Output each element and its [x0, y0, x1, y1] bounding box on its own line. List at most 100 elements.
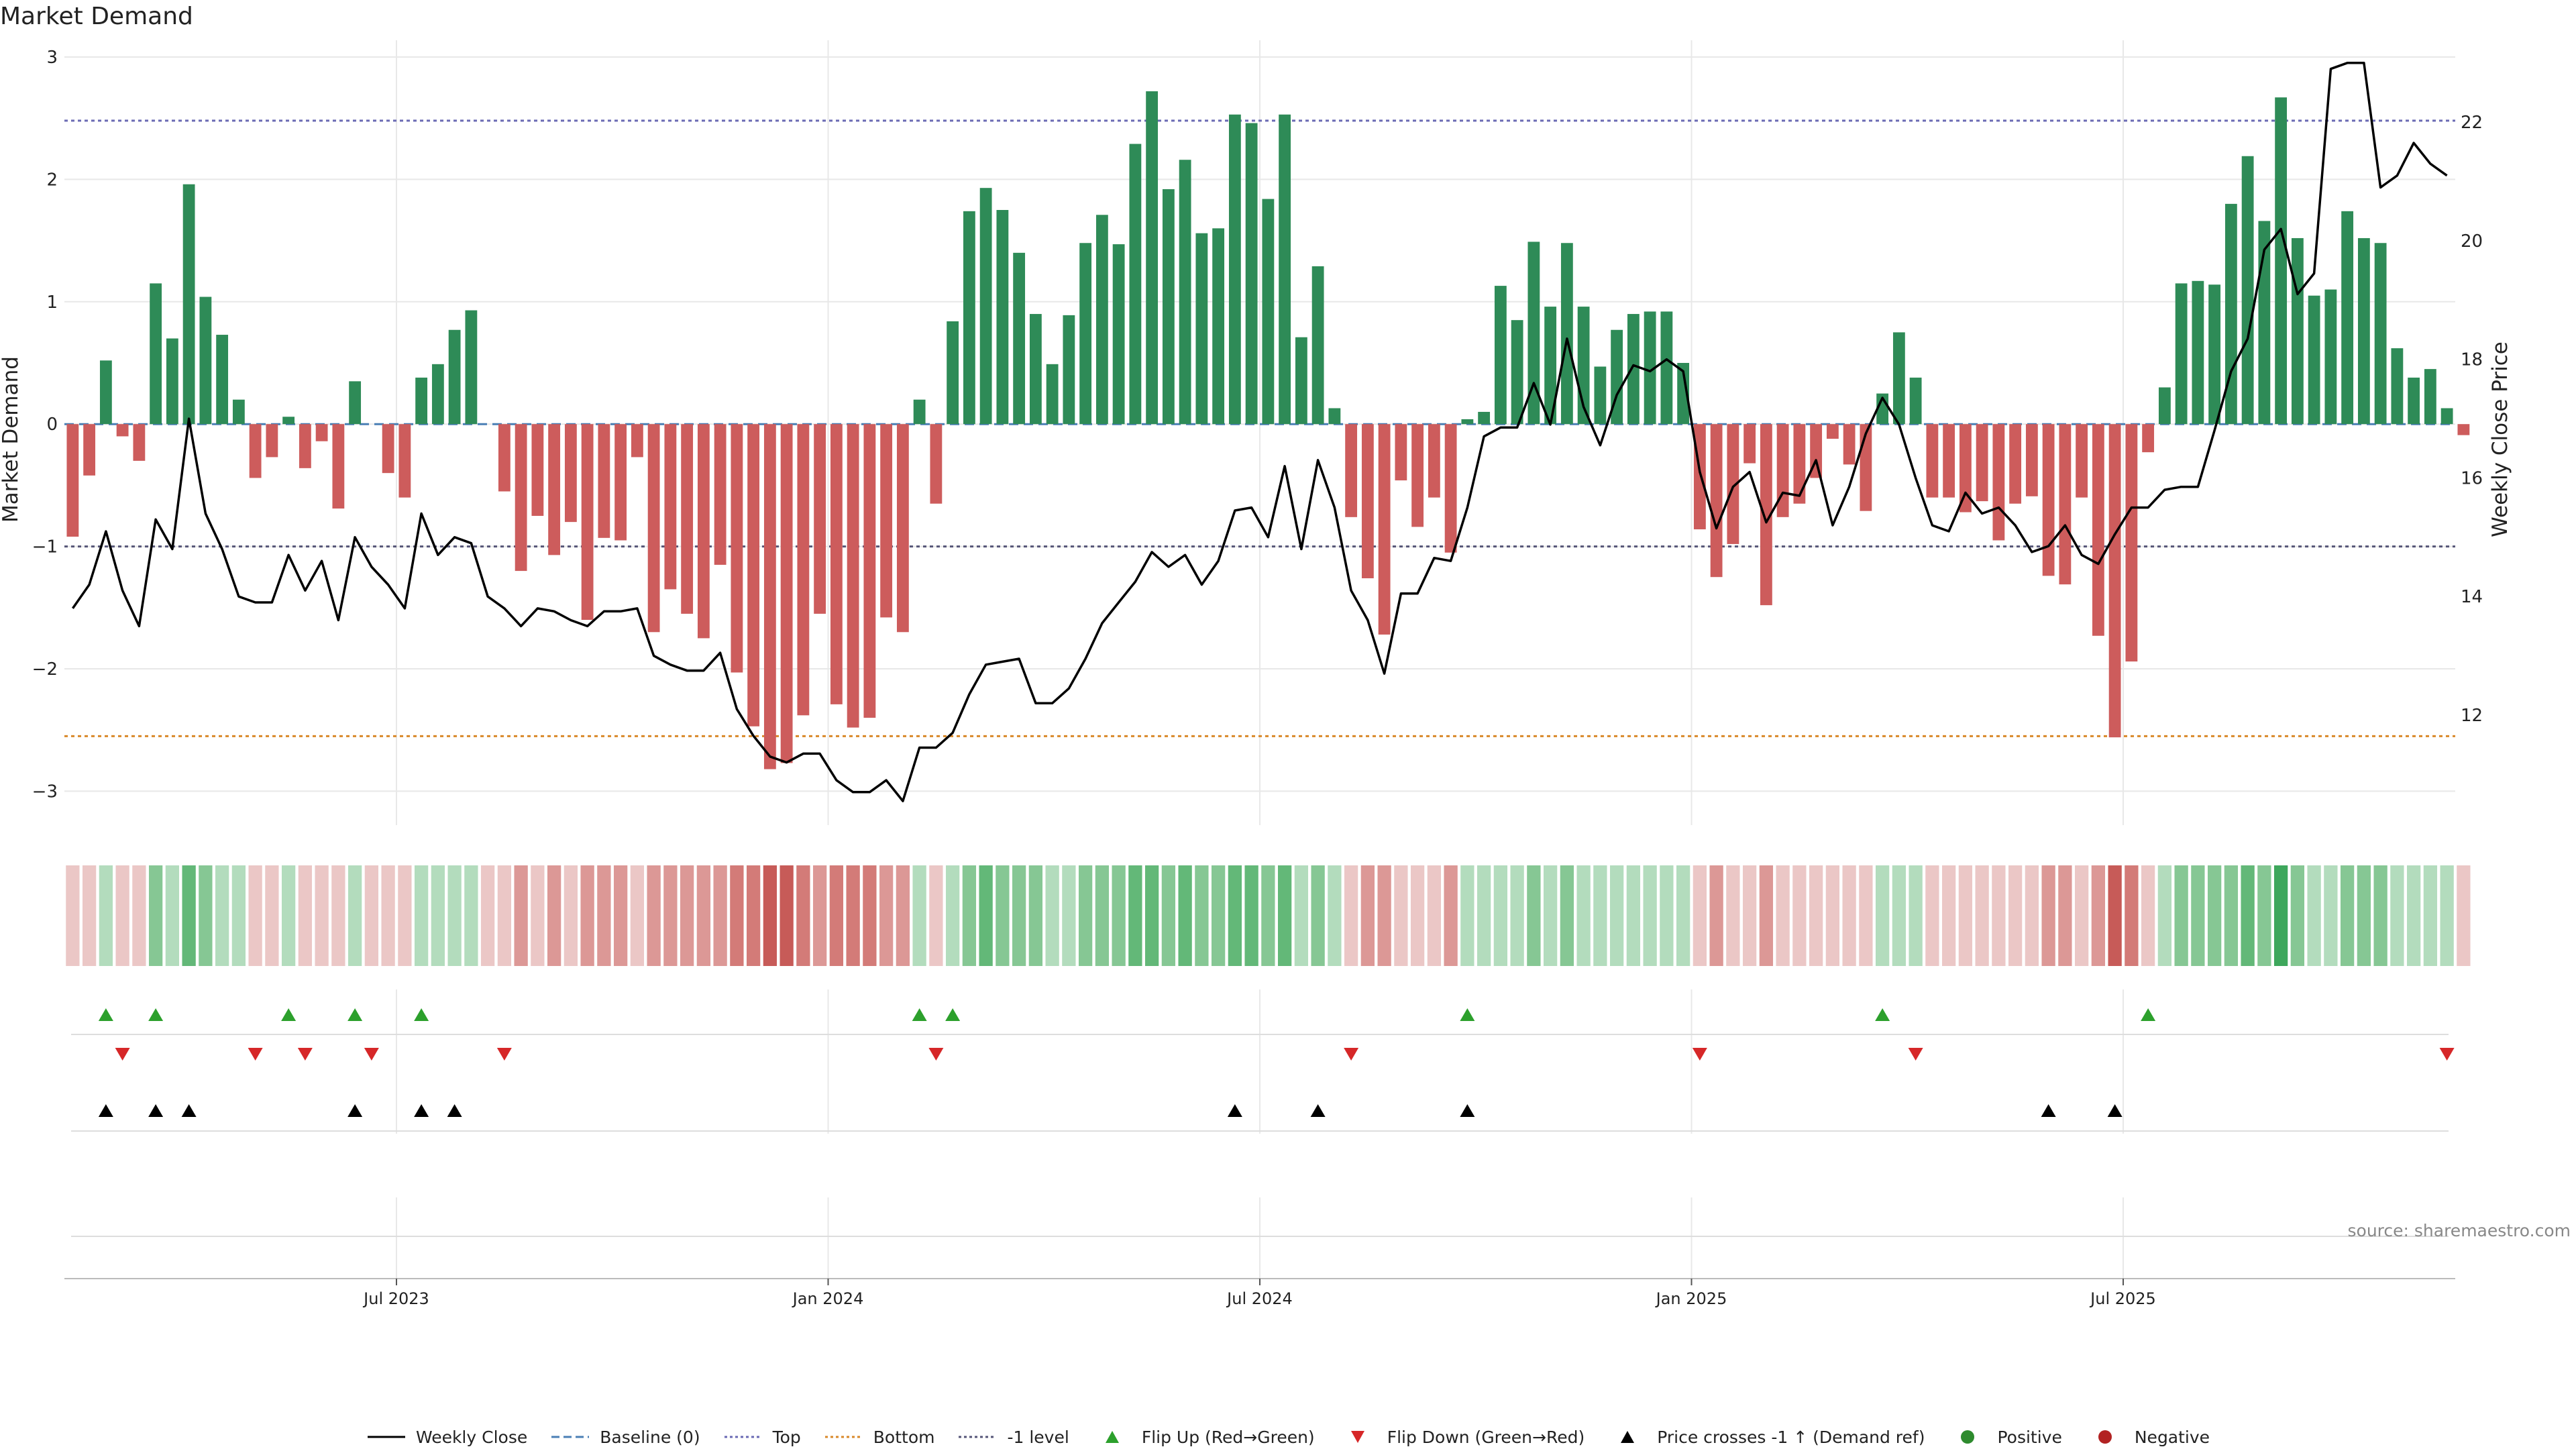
price-cross-marker	[181, 1104, 197, 1117]
heat-cell	[1676, 865, 1690, 966]
heat-cell	[780, 865, 794, 966]
demand-bar	[515, 424, 527, 572]
heat-cell	[613, 865, 628, 966]
y2-tick-label: 22	[2461, 113, 2483, 133]
demand-bar	[1909, 377, 1922, 425]
heat-cell	[1078, 865, 1093, 966]
demand-bar	[763, 424, 776, 769]
heat-cell	[281, 865, 296, 966]
flip-down-marker	[1908, 1048, 1923, 1061]
heat-cell	[132, 865, 146, 966]
flip-down-marker	[248, 1048, 263, 1061]
heat-cell	[1294, 865, 1309, 966]
heat-cell	[1360, 865, 1375, 966]
demand-bar	[1245, 123, 1258, 425]
left-y-axis: 3 2 1 0 −1 −2 −3 Market Demand	[0, 48, 58, 802]
demand-bar	[1943, 424, 1955, 498]
heat-cell	[2025, 865, 2039, 966]
legend-item: Flip Up (Red→Green)	[1092, 1427, 1315, 1447]
heat-cell	[1394, 865, 1408, 966]
heat-cell	[564, 865, 578, 966]
x-axis: Jul 2023 Jan 2024 Jul 2024 Jan 2025 Jul 2025	[64, 1278, 2455, 1308]
demand-bar	[2324, 289, 2337, 425]
grid-lines	[64, 40, 2455, 1278]
demand-bar	[531, 424, 544, 516]
heat-cell	[199, 865, 213, 966]
heat-cell	[1460, 865, 1474, 966]
demand-bar	[282, 417, 295, 425]
heat-cell	[1742, 865, 1757, 966]
heat-cell	[1045, 865, 1059, 966]
heat-cell	[746, 865, 761, 966]
heat-cell	[2157, 865, 2172, 966]
legend-symbol-icon	[2098, 1430, 2112, 1444]
demand-bar	[2125, 424, 2138, 662]
heat-cell	[1859, 865, 1873, 966]
demand-bar	[1727, 424, 1739, 544]
price-cross-marker	[2107, 1104, 2123, 1117]
demand-bar	[465, 310, 478, 425]
heat-cell	[1261, 865, 1275, 966]
demand-bar	[182, 184, 195, 425]
demand-bar	[1179, 160, 1191, 425]
heat-cell	[2207, 865, 2222, 966]
demand-bar	[714, 424, 727, 565]
demand-bar	[2108, 424, 2121, 738]
flip-down-marker	[297, 1048, 313, 1061]
heat-cell	[1344, 865, 1358, 966]
demand-bar	[1411, 424, 1424, 527]
y-axis-title: Market Demand	[0, 356, 23, 523]
demand-bar	[1063, 315, 1075, 425]
heat-cell	[1560, 865, 1574, 966]
x-tick-label: Jan 2025	[1655, 1289, 1727, 1308]
demand-bar	[199, 297, 212, 425]
demand-bar	[614, 424, 627, 541]
heat-cell	[2058, 865, 2072, 966]
demand-bar	[1478, 411, 1491, 425]
demand-bar	[1461, 419, 1474, 425]
heat-cell	[1941, 865, 1956, 966]
legend-item: Baseline (0)	[550, 1427, 700, 1447]
demand-bar	[133, 424, 146, 461]
heat-cell	[231, 865, 246, 966]
demand-bar	[2092, 424, 2104, 636]
heat-cell	[630, 865, 645, 966]
y-tick-label: −3	[32, 782, 58, 802]
heat-cell	[2074, 865, 2089, 966]
heat-cell	[99, 865, 113, 966]
x-tick-label: Jul 2025	[2089, 1289, 2156, 1308]
heat-cell	[1875, 865, 1890, 966]
heat-cell	[1792, 865, 1807, 966]
demand-bar	[2457, 424, 2470, 435]
demand-bar	[266, 424, 278, 458]
demand-bar	[1594, 366, 1607, 425]
legend-label: Weekly Close	[415, 1427, 528, 1447]
demand-bar	[2192, 280, 2204, 425]
heat-cell	[2423, 865, 2438, 966]
heat-cell	[1709, 865, 1723, 966]
heat-cell	[2273, 865, 2288, 966]
flip-up-marker	[98, 1008, 113, 1021]
heat-cell	[1842, 865, 1856, 966]
demand-bar	[2440, 408, 2453, 425]
demand-bar	[2059, 424, 2072, 585]
x-tick-label: Jan 2024	[792, 1289, 864, 1308]
demand-bar	[681, 424, 694, 614]
y-tick-label: 2	[46, 170, 58, 190]
demand-bar	[863, 424, 876, 718]
demand-bar	[2341, 211, 2354, 425]
demand-bar	[415, 377, 428, 425]
heat-cell	[1277, 865, 1292, 966]
demand-bar	[2308, 295, 2320, 425]
flip-down-marker	[364, 1048, 379, 1061]
heat-cell	[331, 865, 345, 966]
heat-cell	[696, 865, 711, 966]
heat-cell	[1576, 865, 1591, 966]
heat-cell	[2125, 865, 2139, 966]
demand-bar	[2424, 369, 2436, 425]
heat-cell	[2008, 865, 2023, 966]
heat-cell	[846, 865, 860, 966]
heat-cell	[2307, 865, 2321, 966]
y-tick-label: 3	[46, 48, 58, 68]
